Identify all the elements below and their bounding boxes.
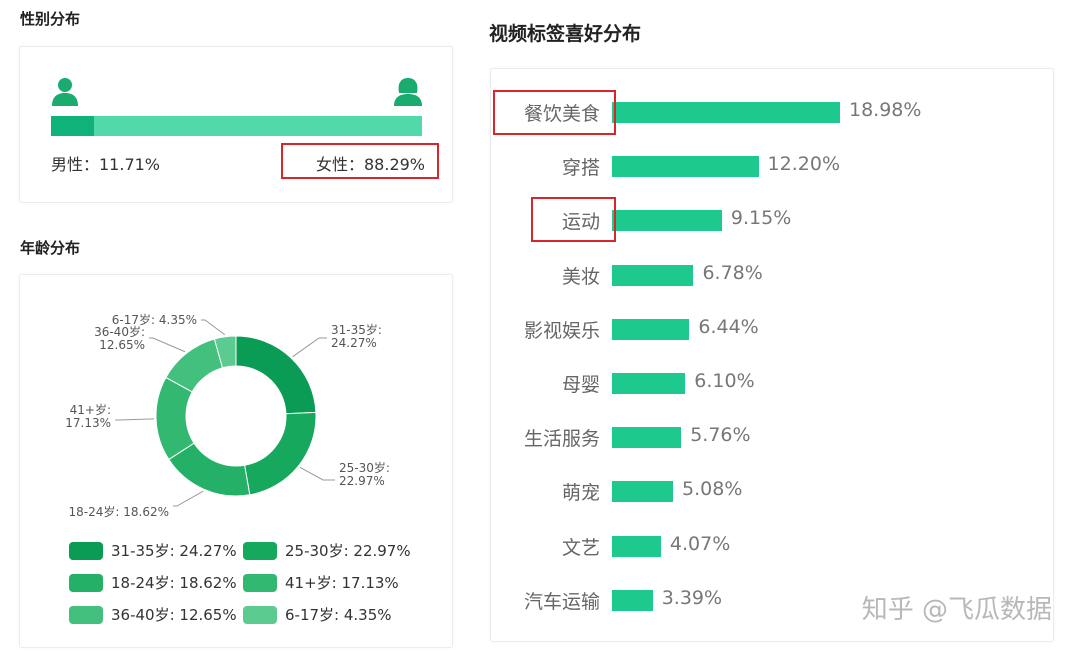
tag-value-label: 18.98% (849, 99, 922, 121)
tag-bar (612, 318, 690, 340)
tags-title: 视频标签喜好分布 (489, 23, 642, 45)
gender-title: 性别分布 (20, 10, 81, 28)
tag-category-label: 穿搭 (561, 157, 600, 180)
legend-label: 6-17岁: 4.35% (285, 606, 392, 624)
gender-share-bar (51, 116, 422, 136)
legend-label: 36-40岁: 12.65% (111, 606, 237, 624)
highlight-box-food (493, 90, 616, 135)
legend-label: 31-35岁: 24.27% (111, 542, 237, 560)
legend-label: 25-30岁: 22.97% (285, 542, 411, 560)
age-donut-chart: 31-35岁: 24.27% 25-30岁: 22.97% 18-24岁: 18.62%… (65, 312, 390, 519)
legend-label: 41+岁: 17.13% (285, 574, 399, 592)
tag-category-label: 美妆 (561, 265, 600, 288)
legend-swatch (243, 573, 277, 592)
tag-value-label: 6.10% (694, 370, 755, 392)
tag-category-label: 影视娱乐 (523, 319, 600, 342)
tag-category-label: 萌宠 (561, 482, 600, 505)
tag-category-label: 运动 (561, 211, 600, 234)
tag-bar (612, 535, 661, 557)
female-highlight-box (281, 143, 439, 179)
legend-item-3: 41+岁: 17.13% (243, 572, 399, 593)
tag-value-label: 5.76% (690, 424, 751, 447)
donut-slice-5 (213, 335, 237, 369)
tag-value-label: 6.44% (698, 315, 759, 338)
age-title: 年龄分布 (20, 239, 81, 257)
callout-line-5 (201, 319, 226, 336)
legend-item-1: 25-30岁: 22.97% (243, 540, 411, 561)
tag-category-label: 母婴 (561, 374, 600, 396)
callout-line-3 (115, 418, 155, 421)
tag-bar (612, 481, 674, 503)
female-user-icon (394, 78, 422, 106)
tag-category-label: 餐饮美食 (523, 103, 600, 125)
legend-item-5: 6-17岁: 4.35% (243, 604, 392, 625)
legend-swatch (243, 605, 277, 624)
donut-slice-0 (235, 335, 317, 415)
callout-line-4 (149, 337, 186, 353)
tag-category-label: 文艺 (561, 536, 600, 559)
tag-value-label: 6.78% (702, 261, 763, 284)
legend-item-2: 18-24岁: 18.62% (69, 572, 237, 593)
tag-value-label: 5.08% (682, 478, 743, 501)
tag-value-label: 4.07% (669, 532, 731, 555)
donut-slice-1 (244, 411, 317, 496)
male-share-segment (51, 116, 95, 136)
callout-label-3: 41+岁: 17.13% (65, 402, 111, 430)
tag-bar (612, 589, 653, 611)
legend-swatch (243, 541, 277, 560)
callout-line-0 (292, 337, 327, 358)
callout-label-0: 31-35岁: 24.27% (331, 322, 382, 350)
tags-card (490, 68, 1054, 642)
legend-swatch (69, 541, 103, 560)
callout-label-5: 6-17岁: 4.35% (112, 312, 197, 327)
tag-value-label: 9.15% (730, 207, 792, 230)
gender-card: 男性：11.71% 女性：88.29% (19, 46, 453, 203)
tag-bar (612, 210, 722, 232)
callout-label-1: 25-30岁: 22.97% (339, 460, 390, 488)
callout-label-4: 36-40岁: 12.65% (94, 324, 145, 352)
callout-line-1 (299, 466, 335, 481)
male-user-icon (52, 78, 78, 106)
highlight-box-sports (531, 197, 616, 242)
female-share-label: 女性：88.29% (316, 155, 426, 174)
legend-swatch (69, 573, 103, 592)
tag-bar (612, 264, 694, 286)
tag-bar (612, 427, 682, 449)
legend-label: 18-24岁: 18.62% (111, 574, 237, 592)
legend-item-0: 31-35岁: 24.27% (69, 540, 237, 561)
callout-line-2 (173, 490, 204, 507)
tag-category-label: 生活服务 (523, 428, 600, 451)
tag-value-label: 3.39% (661, 586, 723, 609)
tag-bar (612, 373, 686, 394)
tag-category-label: 汽车运输 (523, 590, 600, 613)
legend-swatch (69, 605, 103, 624)
watermark: 知乎 @飞瓜数据 (861, 595, 1052, 625)
tag-value-label: 12.20% (767, 153, 840, 176)
tag-bar (612, 156, 759, 178)
tag-bar (612, 102, 840, 123)
female-share-segment (94, 116, 422, 136)
legend-item-4: 36-40岁: 12.65% (69, 604, 237, 625)
callout-label-2: 18-24岁: 18.62% (69, 504, 169, 519)
male-share-label: 男性：11.71% (51, 155, 161, 174)
